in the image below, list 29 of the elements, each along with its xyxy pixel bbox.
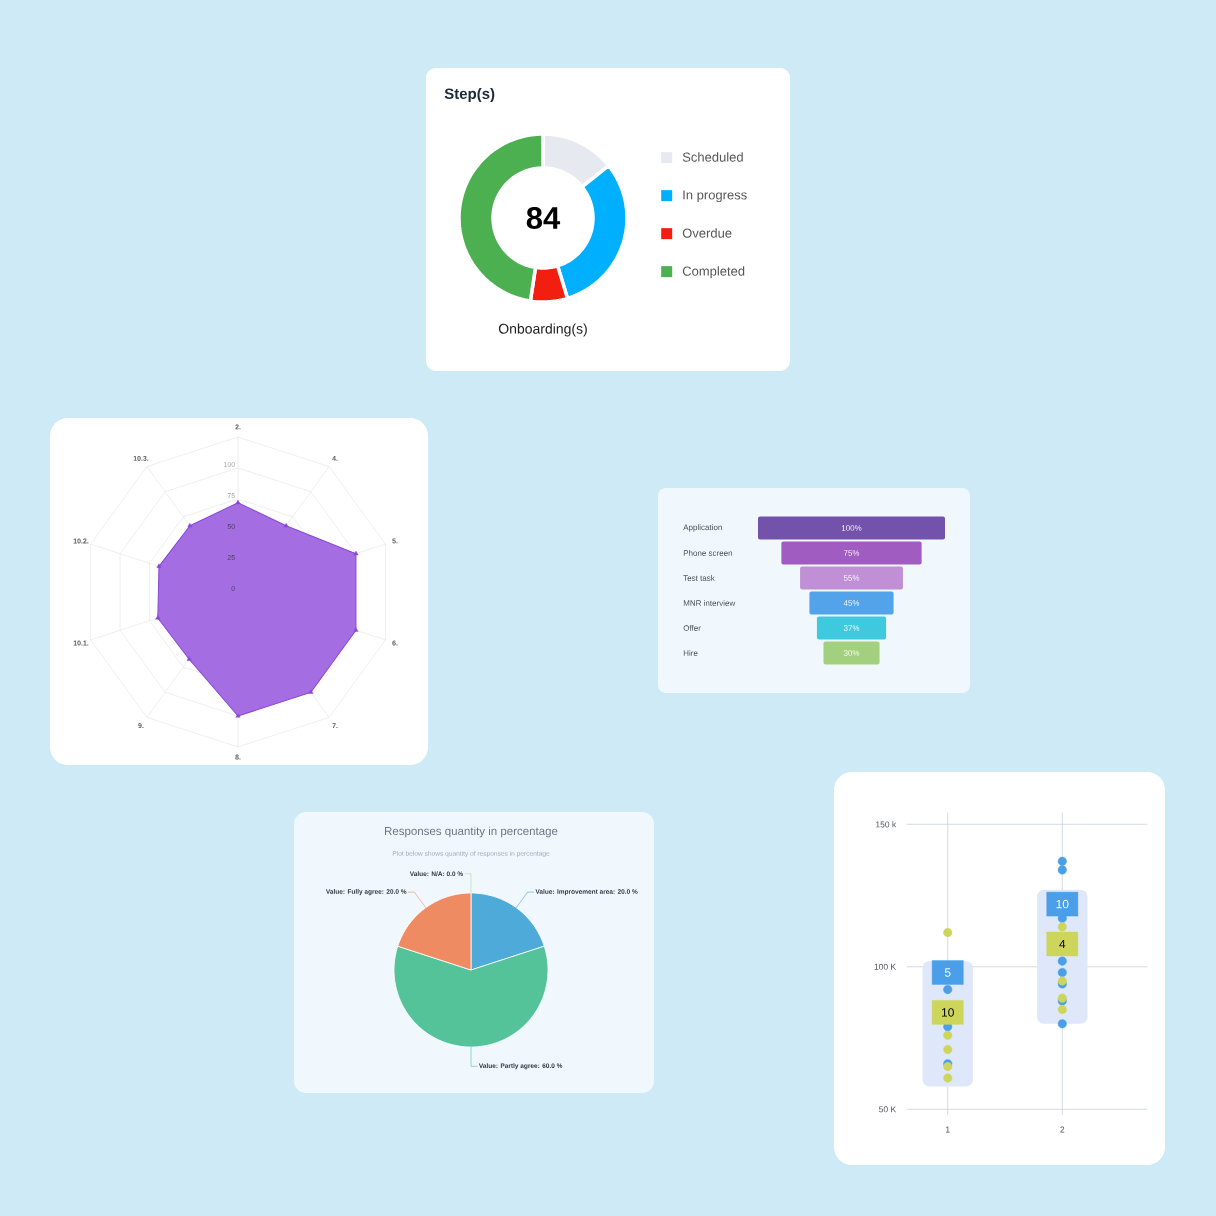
data-label: 75% [843, 550, 860, 556]
x-tick-label: 2 [1060, 1126, 1065, 1133]
legend-label: Completed [682, 266, 745, 279]
data-label: 30% [843, 650, 860, 656]
annotation: 4 [1059, 939, 1066, 949]
data-label: 100% [841, 525, 862, 531]
text: Onboarding(s) [498, 323, 587, 337]
chart-title: Step(s) [444, 88, 495, 102]
text: 84 [526, 207, 561, 229]
data-label: 45% [843, 600, 860, 606]
y-tick-label: 100 K [874, 963, 897, 970]
category-label: Test task [683, 575, 715, 581]
legend-label: Overdue [682, 228, 732, 238]
category-label: Hire [683, 650, 698, 656]
data-label: 55% [843, 575, 860, 581]
legend-label: In progress [683, 190, 747, 203]
annotation: 10 [1056, 899, 1069, 909]
annotation: 5 [944, 968, 951, 977]
chart-title: Responses quantity in percentage [385, 826, 558, 838]
category-label: Application [683, 524, 722, 532]
legend-label: Scheduled [682, 152, 743, 162]
data-label: 37% [843, 625, 860, 631]
category-label: Offer [683, 625, 701, 631]
category-label: Phone screen [683, 550, 733, 556]
y-tick-label: 150 k [876, 821, 897, 828]
category-label: MNR interview [683, 600, 736, 606]
annotation: 10 [941, 1008, 954, 1017]
x-tick-label: 1 [946, 1126, 950, 1133]
y-tick-label: 50 K [879, 1106, 897, 1113]
